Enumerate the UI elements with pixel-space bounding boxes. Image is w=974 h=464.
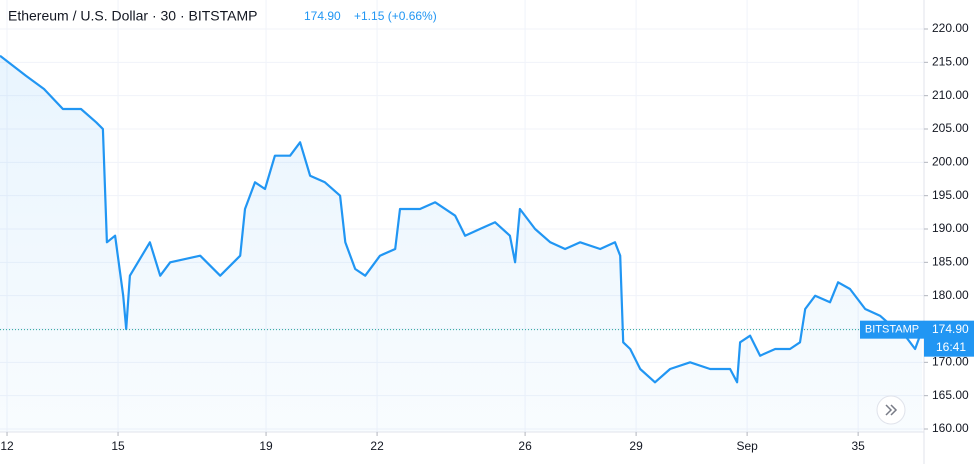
y-tick-label: 210.00: [932, 88, 969, 102]
x-tick-label: 12: [0, 439, 14, 453]
x-tick-label: Sep: [736, 439, 758, 453]
x-tick-label: 15: [111, 439, 125, 453]
countdown: 16:41: [936, 340, 966, 354]
y-tick-label: 165.00: [932, 388, 969, 402]
y-tick-label: 160.00: [932, 421, 969, 435]
plot: [0, 54, 924, 432]
y-tick-label: 195.00: [932, 188, 969, 202]
chart-title: Ethereum / U.S. Dollar · 30 · BITSTAMP: [8, 8, 257, 24]
header-change: +1.15 (+0.66%): [354, 9, 437, 23]
x-tick-label: 22: [370, 439, 384, 453]
y-tick-label: 200.00: [932, 155, 969, 169]
y-tick-label: 170.00: [932, 355, 969, 369]
axes: 160.00165.00170.00175.00180.00185.00190.…: [0, 21, 974, 453]
x-tick-label: 26: [518, 439, 532, 453]
header-price: 174.90: [304, 9, 341, 23]
x-tick-label: 29: [629, 439, 643, 453]
area: [0, 55, 923, 432]
exchange-tag: BITSTAMP: [865, 324, 919, 336]
y-tick-label: 205.00: [932, 121, 969, 135]
last-price-bg: [924, 320, 974, 357]
price-line: [0, 54, 924, 384]
x-tick-label: 35: [851, 439, 865, 453]
scroll-button[interactable]: [876, 395, 906, 425]
x-tick-label: 19: [259, 439, 273, 453]
last-price-label: 174.90: [932, 322, 969, 336]
y-tick-label: 190.00: [932, 221, 969, 235]
y-tick-label: 185.00: [932, 255, 969, 269]
y-tick-label: 180.00: [932, 288, 969, 302]
exchange-tag-bg: [860, 320, 924, 339]
scroll-button-icon[interactable]: [885, 404, 898, 416]
y-tick-label: 220.00: [932, 21, 969, 35]
y-tick-label: 215.00: [932, 55, 969, 69]
